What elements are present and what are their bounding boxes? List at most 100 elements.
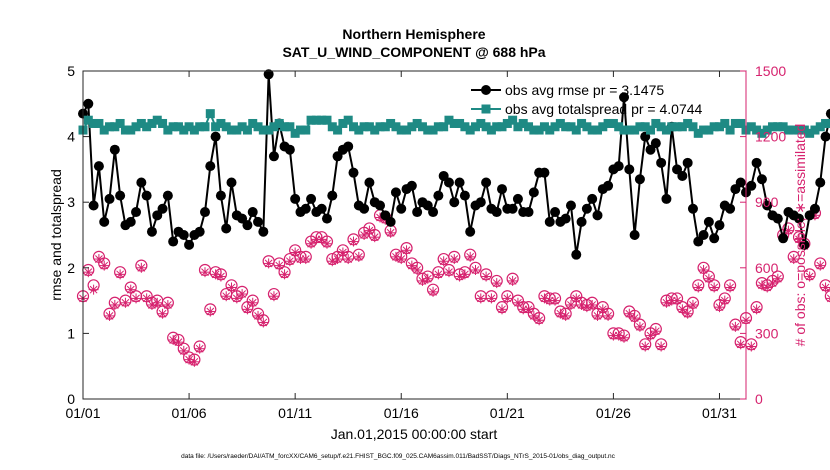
assimilated-point (290, 247, 301, 258)
spread-point (216, 118, 226, 128)
assimilated-point (194, 343, 205, 354)
spread-point (592, 125, 602, 135)
x-tick-label: 01/01 (65, 405, 100, 421)
spread-point (481, 122, 491, 132)
spread-point (672, 122, 682, 132)
rmse-point (809, 203, 820, 214)
rmse-point (205, 161, 216, 172)
spread-point (603, 118, 613, 128)
right-y-axis-label: # of obs: o=possible; ∗=assimilated (792, 124, 808, 347)
spread-point (545, 125, 555, 135)
rmse-point (650, 138, 661, 149)
spread-point (147, 118, 157, 128)
legend-label: obs avg rmse pr = 3.1475 (505, 82, 664, 98)
spread-point (386, 118, 396, 128)
rmse-point (396, 203, 407, 214)
rmse-point (629, 230, 640, 240)
spread-point (248, 118, 258, 128)
spread-point (402, 125, 412, 135)
assimilated-point (321, 238, 332, 249)
assimilated-point (152, 297, 163, 308)
spread-point (301, 125, 311, 135)
x-tick-label: 01/06 (172, 405, 207, 421)
assimilated-point (481, 271, 492, 282)
assimilated-point (406, 260, 417, 271)
spread-point (338, 118, 348, 128)
assimilated-point (486, 293, 497, 304)
rmse-point (157, 203, 168, 214)
spread-point (518, 118, 528, 128)
rmse-point (199, 207, 210, 218)
spread-point (699, 125, 709, 135)
spread-point (433, 122, 443, 132)
assimilated-point (337, 247, 348, 258)
spread-point (423, 125, 433, 135)
assimilated-point (634, 321, 645, 332)
spread-point (455, 118, 465, 128)
assimilated-point (205, 306, 216, 317)
rmse-point (725, 203, 736, 214)
right-y-tick-label: 1500 (755, 63, 786, 79)
spread-point (460, 122, 470, 132)
rmse-point (825, 108, 830, 119)
assimilated-point (115, 269, 126, 280)
spread-point (810, 125, 820, 135)
rmse-point (125, 216, 136, 227)
spread-point (439, 122, 449, 132)
spread-point (529, 125, 539, 135)
x-axis: 01/01 01/06 01/11 01/16 01/21 01/26 01/31 (65, 71, 737, 421)
assimilated-point (709, 282, 720, 293)
x-tick-label: 01/31 (702, 405, 737, 421)
rmse-point (544, 216, 555, 227)
footer-data-file: data file: /Users/raeder/DAI/ATM_forcXX/… (181, 453, 616, 460)
assimilated-point (253, 310, 264, 321)
chart-title: Northern Hemisphere (342, 26, 485, 42)
assimilated-point (565, 299, 576, 310)
assimilated-point (443, 267, 454, 278)
spread-point (497, 122, 507, 132)
rmse-point (184, 239, 195, 250)
rmse-point (83, 98, 94, 109)
assimilated-point (369, 232, 380, 243)
assimilated-point (178, 345, 189, 356)
assimilated-point (131, 293, 142, 304)
rmse-point (375, 200, 386, 211)
spread-point (158, 118, 168, 128)
assimilated-point (215, 271, 226, 282)
spread-point (221, 122, 231, 132)
assimilated-point (173, 337, 184, 348)
rmse-point (565, 200, 576, 211)
assimilated-point (226, 282, 237, 293)
assimilated-point (274, 260, 285, 271)
spread-point (105, 122, 115, 132)
spread-point (391, 122, 401, 132)
assimilated-point (619, 332, 630, 343)
spread-point (492, 122, 502, 132)
spread-point (752, 125, 762, 135)
assimilated-point (677, 304, 688, 315)
rmse-point (762, 200, 773, 211)
assimilated-point (475, 293, 486, 304)
rmse-point (247, 207, 258, 218)
assimilated-point (687, 299, 698, 310)
spread-point (205, 109, 215, 119)
assimilated-point (465, 251, 476, 262)
rmse-point (316, 203, 327, 214)
rmse-point (226, 177, 237, 188)
spread-point (274, 118, 284, 128)
spread-point (619, 125, 629, 135)
assimilated-point (528, 310, 539, 321)
spread-point (115, 118, 125, 128)
rmse-point (300, 203, 311, 214)
spread-point (773, 122, 783, 132)
rmse-point (242, 220, 253, 231)
spread-point (821, 118, 830, 128)
spread-point (826, 118, 830, 128)
assimilated-point (507, 275, 518, 286)
assimilated-point (698, 264, 709, 275)
spread-point (598, 122, 608, 132)
spread-point (396, 125, 406, 135)
spread-point (306, 115, 316, 125)
assimilated-point (348, 236, 359, 247)
